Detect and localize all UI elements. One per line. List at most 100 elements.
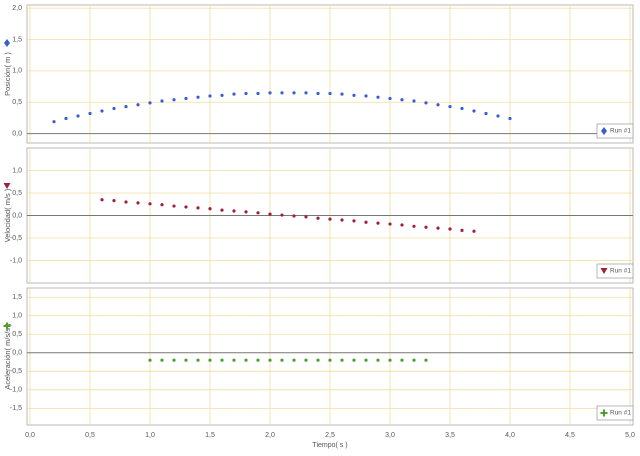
- data-point: [424, 225, 428, 229]
- legend-label: Run #1: [610, 410, 631, 417]
- data-point: [160, 358, 164, 362]
- data-point: [172, 358, 176, 362]
- data-point: [304, 91, 308, 95]
- data-point: [472, 109, 476, 113]
- data-point: [88, 111, 92, 116]
- data-point: [148, 358, 152, 362]
- data-point: [412, 224, 416, 228]
- y-axis-label: Velocidad( m/s ): [3, 188, 12, 242]
- data-point: [280, 213, 284, 217]
- y-tick-label: 0,5: [12, 190, 22, 197]
- data-point: [328, 91, 332, 96]
- data-point: [160, 203, 164, 207]
- data-point: [124, 200, 128, 204]
- data-point: [124, 105, 128, 109]
- data-point: [448, 105, 452, 109]
- x-tick-label: 5,0: [625, 432, 635, 439]
- data-point: [424, 358, 428, 362]
- data-point: [316, 358, 320, 362]
- x-tick-label: 2,0: [265, 432, 275, 439]
- data-point: [256, 358, 260, 362]
- legend-icon: [600, 409, 608, 417]
- x-tick-label: 1,0: [145, 432, 155, 439]
- data-point: [172, 204, 176, 208]
- data-point: [400, 358, 404, 362]
- data-point: [460, 228, 464, 232]
- data-point: [436, 226, 440, 230]
- data-point: [220, 208, 224, 212]
- y-tick-label: -0,5: [10, 368, 22, 375]
- data-point: [376, 95, 380, 99]
- data-point: [280, 91, 284, 95]
- data-point: [304, 358, 308, 362]
- data-point: [232, 92, 236, 96]
- legend-box: [596, 405, 634, 421]
- legend-label: Run #1: [610, 268, 631, 275]
- data-point: [292, 214, 296, 218]
- data-point: [184, 96, 188, 101]
- data-point: [352, 358, 356, 362]
- y-tick-label: 0,5: [12, 99, 22, 106]
- x-tick-label: 4,0: [505, 432, 515, 439]
- data-point: [100, 109, 104, 113]
- data-point: [220, 358, 224, 362]
- data-point: [280, 358, 284, 362]
- data-point: [256, 211, 260, 215]
- data-point: [232, 209, 236, 213]
- data-point: [52, 120, 56, 124]
- data-point: [328, 217, 332, 221]
- data-point: [148, 202, 152, 206]
- y-tick-label: 2,0: [12, 5, 22, 12]
- y-tick-label: -0,5: [10, 235, 22, 242]
- data-point: [184, 205, 188, 209]
- data-point: [268, 91, 272, 95]
- y-tick-label: -1,0: [10, 387, 22, 394]
- data-point: [352, 93, 356, 97]
- data-point: [400, 223, 404, 227]
- x-tick-label: 3,0: [385, 432, 395, 439]
- legend-box: [596, 263, 634, 279]
- data-point: [316, 216, 320, 220]
- data-point: [196, 95, 200, 99]
- data-point: [340, 92, 344, 96]
- data-point: [472, 229, 476, 233]
- data-point: [256, 91, 260, 96]
- data-point: [136, 201, 140, 205]
- data-point: [268, 358, 272, 362]
- data-point: [232, 358, 236, 362]
- data-point: [196, 206, 200, 210]
- data-point: [412, 358, 416, 362]
- data-point: [208, 207, 212, 211]
- y-tick-label: 0,5: [12, 331, 22, 338]
- data-point: [400, 98, 404, 102]
- data-point: [460, 106, 464, 111]
- x-tick-label: 2,5: [325, 432, 335, 439]
- data-point: [76, 114, 80, 118]
- data-point: [196, 358, 200, 362]
- data-point: [220, 93, 224, 97]
- legend-icon: [600, 268, 608, 274]
- x-tick-label: 0,5: [85, 432, 95, 439]
- data-point: [148, 101, 152, 105]
- y-tick-label: 1,0: [12, 68, 22, 75]
- y-axis-label: Aceleración( m/s/s ): [3, 323, 12, 390]
- data-point: [64, 116, 68, 121]
- y-tick-label: 0,0: [12, 350, 22, 357]
- y-tick-label: 0,0: [12, 130, 22, 137]
- data-point: [112, 199, 116, 203]
- legend-label: Run #1: [610, 128, 631, 135]
- y-tick-label: 1,5: [12, 294, 22, 301]
- data-point: [172, 98, 176, 102]
- data-point: [292, 358, 296, 362]
- y-tick-label: 1,5: [12, 36, 22, 43]
- data-point: [364, 94, 368, 98]
- axis-icon: [3, 183, 11, 189]
- data-point: [448, 227, 452, 231]
- legend-box: [596, 123, 634, 139]
- data-point: [244, 210, 248, 214]
- data-point: [160, 99, 164, 103]
- y-tick-label: 0,0: [12, 212, 22, 219]
- data-point: [364, 220, 368, 224]
- x-tick-label: 4,5: [565, 432, 575, 439]
